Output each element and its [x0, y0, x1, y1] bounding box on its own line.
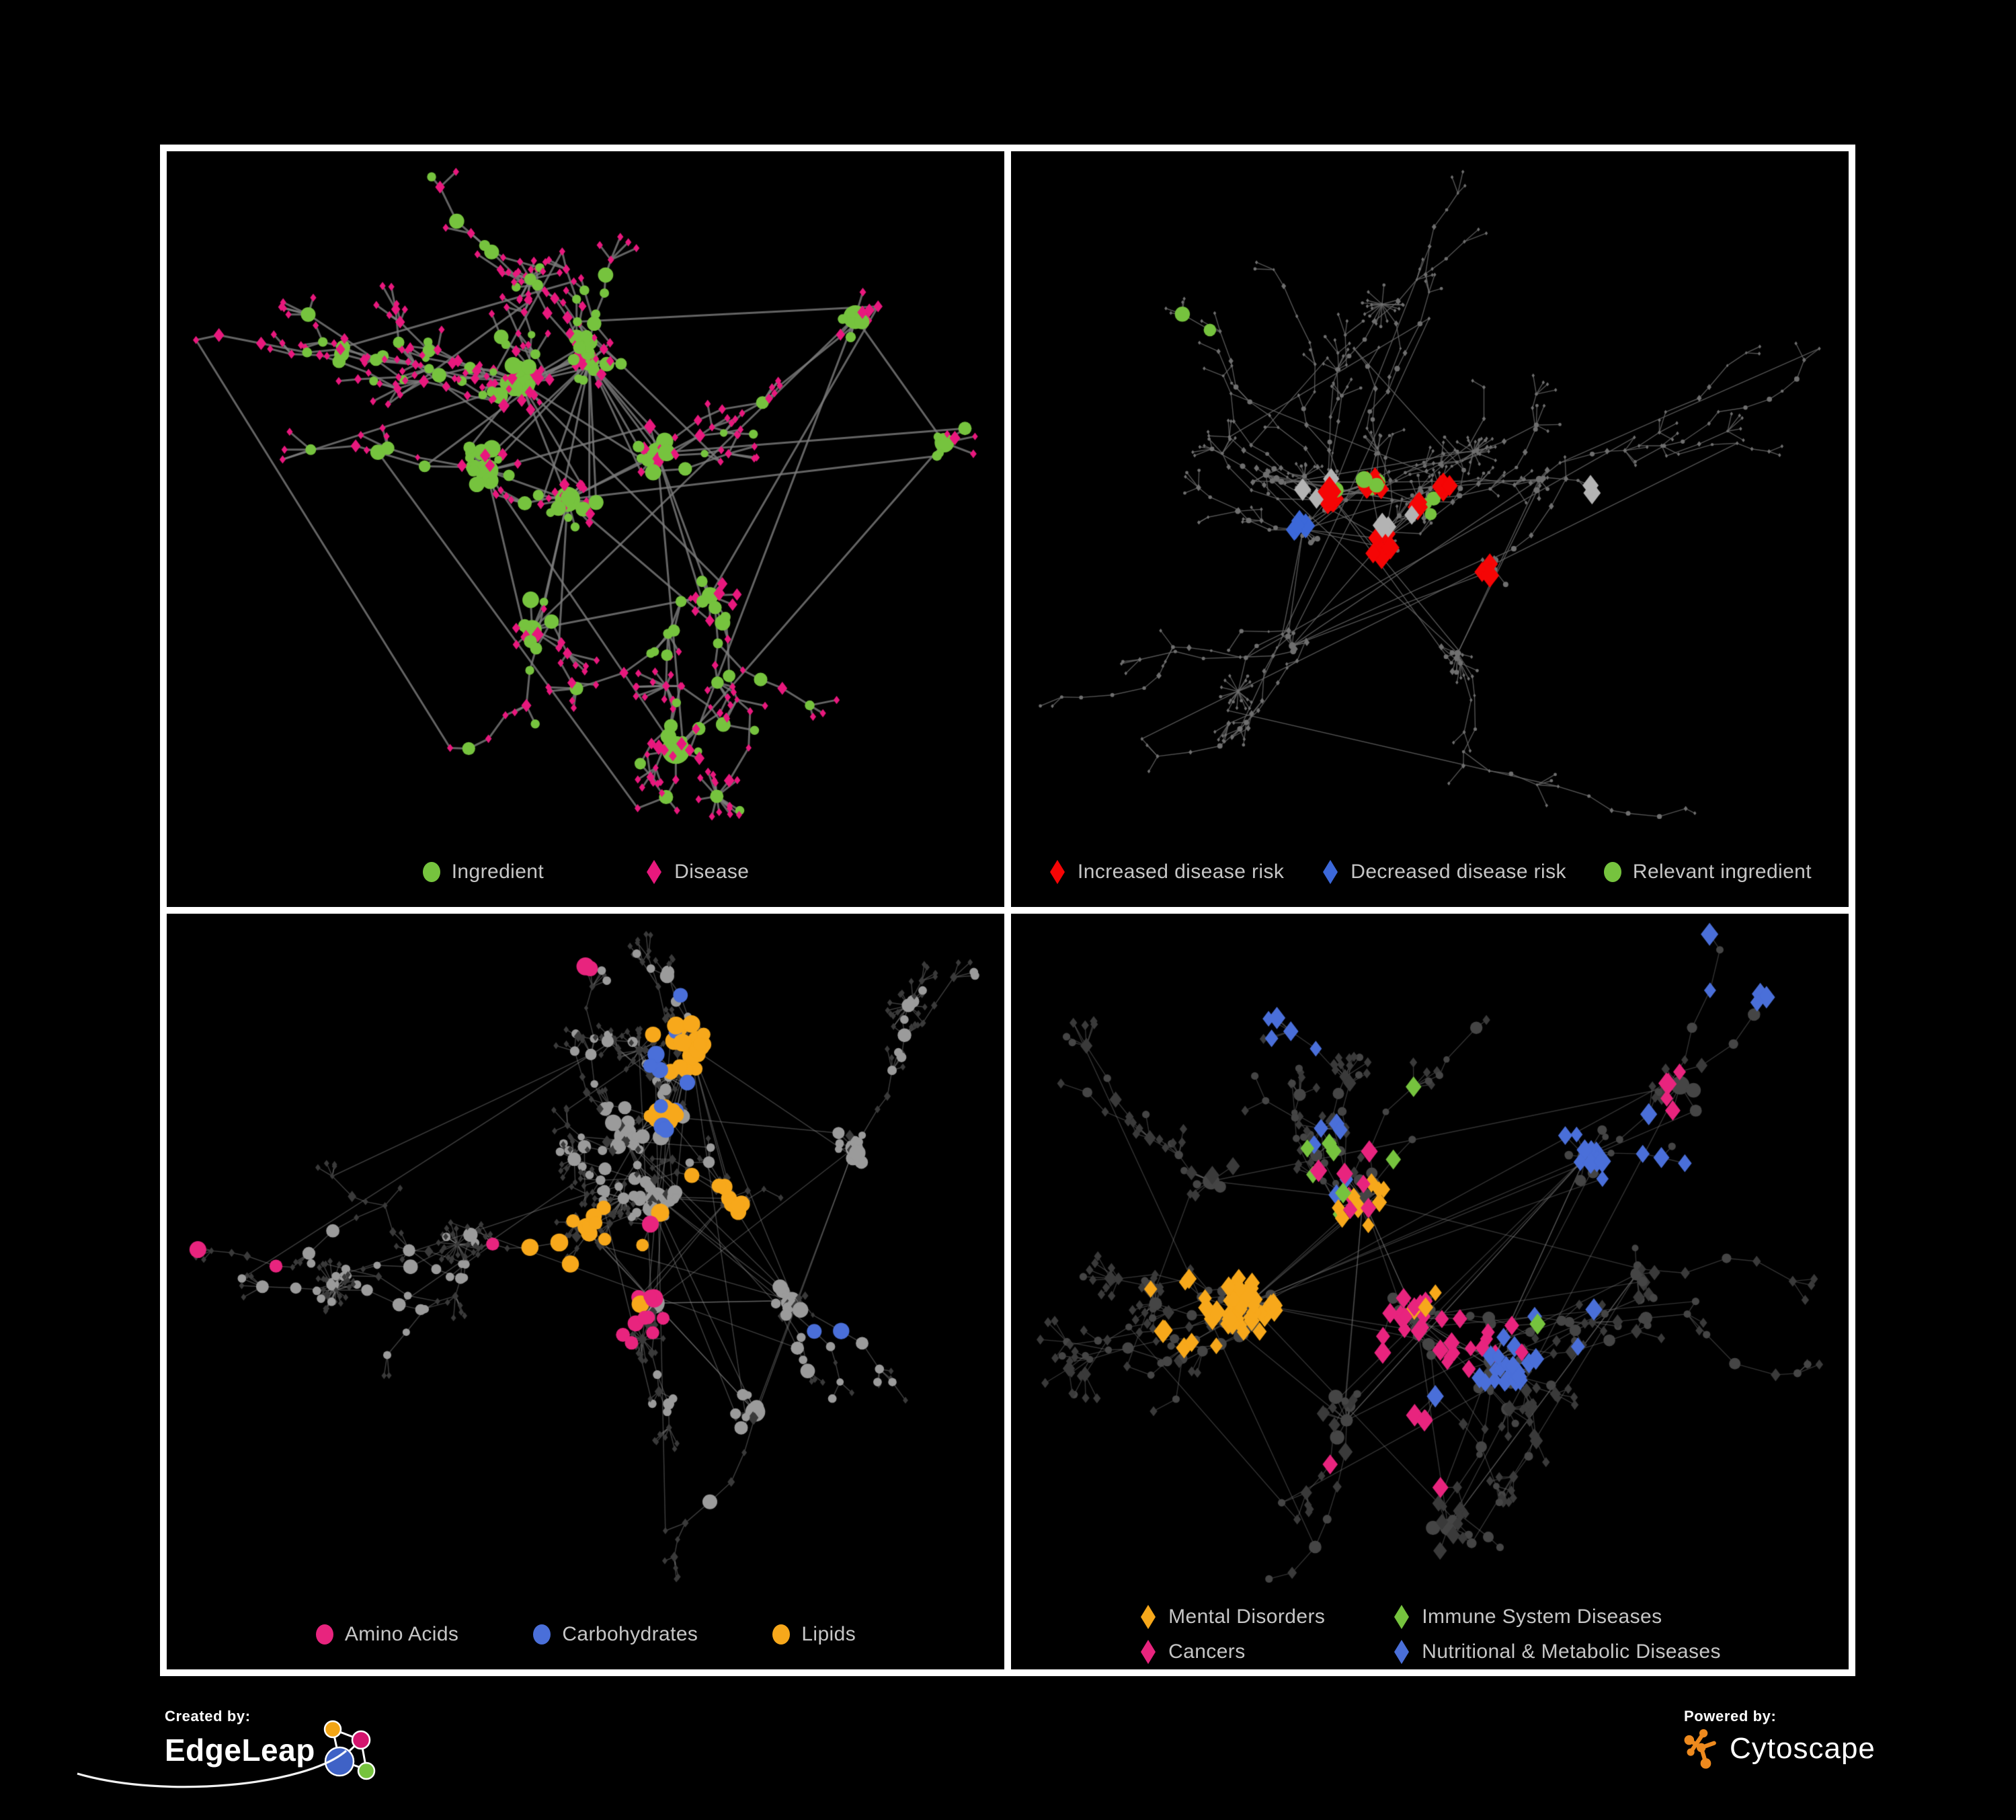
circle-marker-icon — [772, 1624, 791, 1645]
legend-item: Amino Acids — [315, 1622, 458, 1647]
legend-item: Nutritional & Metabolic Diseases — [1392, 1639, 1721, 1665]
circle-marker-icon — [1603, 862, 1621, 882]
legend-item: Decreased disease risk — [1321, 859, 1566, 885]
legend-item: Immune System Diseases — [1392, 1604, 1721, 1630]
created-by-lockup: Created by: EdgeLeap — [77, 1708, 447, 1815]
legend-label: Amino Acids — [344, 1623, 459, 1645]
diamond-marker-icon — [1394, 1640, 1410, 1664]
circle-marker-icon — [315, 1624, 333, 1645]
legend-label: Carbohydrates — [562, 1623, 698, 1645]
diamond-marker-icon — [1141, 1640, 1156, 1664]
legend-item: Lipids — [772, 1622, 856, 1647]
legend-label: Disease — [674, 861, 750, 883]
diamond-marker-icon — [1394, 1605, 1410, 1629]
legend-label: Relevant ingredient — [1632, 861, 1812, 883]
powered-by-lockup: Powered by: Cytoscape — [1684, 1708, 1966, 1795]
legend-label: Decreased disease risk — [1350, 861, 1566, 883]
edgeleap-logo-icon — [323, 1720, 376, 1780]
cytoscape-wordmark: Cytoscape — [1730, 1732, 1876, 1765]
legend-label: Lipids — [801, 1623, 856, 1645]
legend-item: Cancers — [1139, 1639, 1325, 1665]
legend-item: Increased disease risk — [1048, 859, 1284, 885]
legend-label: Nutritional & Metabolic Diseases — [1422, 1640, 1721, 1663]
diamond-marker-icon — [647, 860, 662, 884]
cytoscape-logo-icon — [1684, 1729, 1716, 1769]
panel-ingredient-disease: Ingredient Disease — [167, 151, 1004, 907]
panel-disease-category: Mental Disorders Immune System Diseases Ca… — [1011, 914, 1849, 1669]
network-canvas — [167, 151, 1004, 837]
diamond-marker-icon — [1141, 1605, 1156, 1629]
diamond-marker-icon — [1050, 860, 1065, 884]
legend-item: Relevant ingredient — [1603, 859, 1812, 885]
edgeleap-swoosh — [77, 1749, 348, 1788]
legend: Mental Disorders Immune System Diseases Ca… — [1011, 1599, 1849, 1669]
network-canvas — [1011, 914, 1849, 1599]
legend-item: Disease — [645, 859, 749, 885]
legend: Amino Acids Carbohydrates Lipids — [167, 1599, 1004, 1669]
powered-by-label: Powered by: — [1684, 1708, 1777, 1725]
figure-grid: Ingredient Disease Increased disease risk… — [160, 145, 1855, 1676]
network-canvas — [167, 914, 1004, 1599]
legend-item: Mental Disorders — [1139, 1604, 1325, 1630]
legend-label: Ingredient — [451, 861, 545, 883]
edgeleap-wordmark: EdgeLeap — [165, 1733, 315, 1768]
panel-disease-risk: Increased disease risk Decreased disease … — [1011, 151, 1849, 907]
circle-marker-icon — [422, 862, 440, 882]
circle-marker-icon — [533, 1624, 551, 1645]
legend: Ingredient Disease — [167, 837, 1004, 907]
legend-label: Cancers — [1168, 1640, 1246, 1663]
panel-nutrient-class: Amino Acids Carbohydrates Lipids — [167, 914, 1004, 1669]
legend-item: Carbohydrates — [532, 1622, 698, 1647]
legend-item: Ingredient — [422, 859, 544, 885]
created-by-label: Created by: — [165, 1708, 251, 1725]
legend: Increased disease risk Decreased disease … — [1011, 837, 1849, 907]
diamond-marker-icon — [1323, 860, 1338, 884]
legend-label: Mental Disorders — [1168, 1606, 1326, 1628]
legend-label: Immune System Diseases — [1422, 1606, 1662, 1628]
network-canvas — [1011, 151, 1849, 837]
legend-label: Increased disease risk — [1078, 861, 1285, 883]
